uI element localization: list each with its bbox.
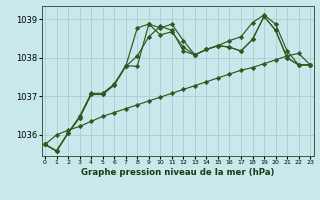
X-axis label: Graphe pression niveau de la mer (hPa): Graphe pression niveau de la mer (hPa) (81, 168, 274, 177)
